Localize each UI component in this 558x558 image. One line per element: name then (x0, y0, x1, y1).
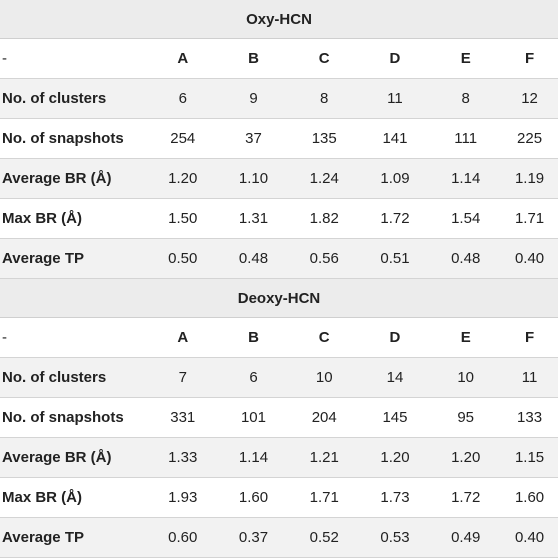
table-cell: 0.48 (451, 250, 481, 267)
table-cell: 204 (311, 409, 337, 426)
table-cell: 141 (382, 130, 408, 147)
table-cell: 331 (170, 409, 196, 426)
table-cell: 7 (178, 369, 187, 386)
table-cell: 1.93 (168, 489, 198, 506)
table-cell: 10 (457, 369, 475, 386)
table-cell: 12 (521, 90, 538, 107)
table-cell: 1.71 (309, 489, 339, 506)
column-header: E (460, 50, 471, 67)
table-cell: 1.50 (168, 210, 198, 227)
row-label: Max BR (Å) (2, 489, 83, 506)
table-cell: 1.31 (238, 210, 269, 227)
table-row: No. of clusters 6 9 8 11 8 12 (0, 79, 558, 119)
row-label: No. of snapshots (2, 130, 124, 147)
table-row: Average TP 0.60 0.37 0.52 0.53 0.49 0.40 (0, 518, 558, 558)
table-cell: 1.82 (309, 210, 339, 227)
table-cell: 1.71 (514, 210, 545, 227)
table-row: Average BR (Å) 1.20 1.10 1.24 1.09 1.14 … (0, 159, 558, 199)
table-row: No. of snapshots 331 101 204 145 95 133 (0, 398, 558, 438)
column-header: F (524, 50, 535, 67)
row-label: No. of clusters (2, 90, 107, 107)
table-cell: 1.19 (514, 170, 545, 187)
header-label: - (2, 329, 7, 346)
table-cell: 8 (461, 90, 470, 107)
column-header: B (248, 50, 259, 67)
table-cell: 1.73 (380, 489, 410, 506)
table-cell: 1.54 (451, 210, 481, 227)
table-cell: 0.49 (451, 529, 481, 546)
table-header-row: - A B C D E F (0, 318, 558, 358)
table-cell: 254 (170, 130, 196, 147)
table-cell: 111 (454, 130, 478, 147)
table-cell: 0.53 (380, 529, 410, 546)
table-cell: 1.14 (451, 170, 481, 187)
column-header: D (389, 329, 401, 346)
column-header: F (524, 329, 535, 346)
row-label: No. of clusters (2, 369, 107, 386)
column-header: A (177, 50, 189, 67)
table-cell: 1.72 (451, 489, 481, 506)
table-cell: 6 (249, 369, 258, 386)
header-label: - (2, 50, 7, 67)
table-cell: 1.09 (380, 170, 410, 187)
table-cell: 11 (387, 90, 403, 107)
table-cell: 1.24 (309, 170, 339, 187)
table-cell: 9 (249, 90, 258, 107)
table-cell: 0.50 (168, 250, 198, 267)
table-row: Average BR (Å) 1.33 1.14 1.21 1.20 1.20 … (0, 438, 558, 478)
row-label: Average TP (2, 250, 84, 267)
table-cell: 1.72 (380, 210, 410, 227)
table-cell: 101 (240, 409, 266, 426)
table-cell: 8 (320, 90, 329, 107)
table-row: Max BR (Å) 1.50 1.31 1.82 1.72 1.54 1.71 (0, 199, 558, 239)
table-cell: 0.48 (238, 250, 269, 267)
table-cell: 145 (382, 409, 408, 426)
row-label: Average TP (2, 529, 84, 546)
table-cell: 0.51 (380, 250, 410, 267)
row-label: Max BR (Å) (2, 210, 83, 227)
row-label: Average BR (Å) (2, 170, 112, 187)
table-cell: 95 (457, 409, 475, 426)
table-row: No. of clusters 7 6 10 14 10 11 (0, 358, 558, 398)
column-header: C (318, 329, 330, 346)
table-cell: 1.33 (168, 449, 198, 466)
table-cell: 1.20 (168, 170, 198, 187)
table-row: Average TP 0.50 0.48 0.56 0.51 0.48 0.40 (0, 239, 558, 279)
table-cell: 6 (178, 90, 187, 107)
table-cell: 10 (315, 369, 333, 386)
table-cell: 11 (521, 369, 538, 386)
column-header: E (460, 329, 471, 346)
table-cell: 135 (311, 130, 337, 147)
table-cell: 1.60 (514, 489, 545, 506)
table-cell: 133 (517, 409, 543, 426)
table-row: Max BR (Å) 1.93 1.60 1.71 1.73 1.72 1.60 (0, 478, 558, 518)
table-row: No. of snapshots 254 37 135 141 111 225 (0, 119, 558, 159)
section-title-deoxy-hcn: Deoxy-HCN (0, 279, 558, 318)
table-cell: 0.60 (168, 529, 198, 546)
table-cell: 1.10 (238, 170, 269, 187)
row-label: Average BR (Å) (2, 449, 112, 466)
column-header: D (389, 50, 401, 67)
table-cell: 1.21 (309, 449, 339, 466)
table-cell: 1.14 (238, 449, 269, 466)
table-cell: 0.40 (514, 250, 545, 267)
table-cell: 37 (245, 130, 262, 147)
table-cell: 0.37 (238, 529, 269, 546)
table-cell: 0.52 (309, 529, 339, 546)
section-title-oxy-hcn: Oxy-HCN (0, 0, 558, 39)
table-cell: 1.20 (380, 449, 410, 466)
table-cell: 0.56 (309, 250, 339, 267)
table-header-row: - A B C D E F (0, 39, 558, 79)
row-label: No. of snapshots (2, 409, 124, 426)
table-cell: 1.15 (514, 449, 545, 466)
table-cell: 225 (517, 130, 543, 147)
column-header: C (318, 50, 330, 67)
table-cell: 1.20 (451, 449, 481, 466)
table-cell: 0.40 (514, 529, 545, 546)
table-cell: 14 (386, 369, 404, 386)
column-header: A (177, 329, 189, 346)
column-header: B (248, 329, 259, 346)
table-cell: 1.60 (238, 489, 269, 506)
